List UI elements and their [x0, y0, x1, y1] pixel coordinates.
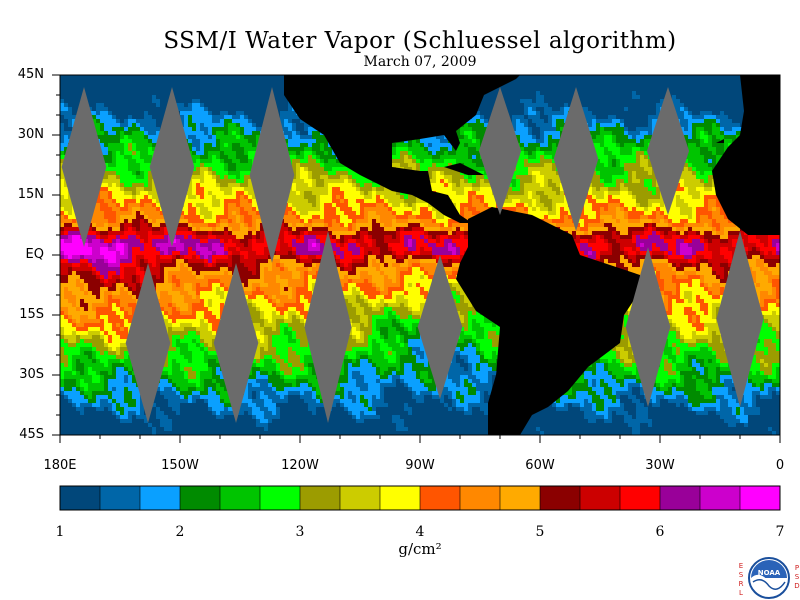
colorbar-swatch [500, 486, 540, 510]
colorbar-tick-label: 7 [775, 524, 785, 540]
orbit-gap [625, 247, 671, 407]
orbit-gap [478, 87, 522, 215]
colorbar-units: g/cm² [398, 540, 442, 558]
colorbar-tick-label: 2 [175, 524, 185, 540]
orbit-gap [304, 231, 352, 423]
south-america [456, 207, 640, 435]
logo-left-text: ESRL [738, 562, 744, 597]
noaa-esrl-psd-logo: ESRL NOAA PSD [738, 556, 800, 600]
orbit-gap [417, 255, 463, 399]
lon-label: 180E [43, 458, 77, 473]
colorbar-tick-label: 3 [295, 524, 305, 540]
map-date: March 07, 2009 [363, 54, 477, 70]
orbit-gap [213, 263, 259, 423]
lat-label: 15N [17, 187, 44, 202]
colorbar-swatch [700, 486, 740, 510]
lat-label: 30S [19, 367, 44, 382]
lat-label: 30N [17, 127, 44, 142]
north-america [284, 75, 520, 223]
map-axes [52, 74, 781, 443]
colorbar-swatch [540, 486, 580, 510]
colorbar-swatch [420, 486, 460, 510]
logo-right-letters: PSD [794, 564, 800, 591]
orbit-gap [125, 263, 171, 423]
lon-label: 0 [775, 458, 785, 473]
map-title: SSM/I Water Vapor (Schluessel algorithm) [163, 28, 677, 54]
lon-label: 90W [405, 458, 435, 473]
cuba [444, 163, 484, 175]
map-field [60, 75, 780, 435]
lat-label: 45S [19, 427, 44, 442]
colorbar-swatch [740, 486, 780, 510]
orbit-gap [716, 231, 764, 407]
colorbar-tick-label: 1 [55, 524, 65, 540]
colorbar [59, 485, 781, 511]
logo-right-text: PSD [794, 564, 800, 590]
colorbar-swatch [620, 486, 660, 510]
colorbar-swatch [340, 486, 380, 510]
lon-label: 30W [645, 458, 675, 473]
colorbar-tick-label: 6 [655, 524, 665, 540]
colorbar-swatch [180, 486, 220, 510]
no-data-gaps [61, 87, 764, 423]
logo-left-letters: ESRL [738, 562, 744, 598]
colorbar-swatch [60, 486, 100, 510]
lat-label: 45N [17, 67, 44, 82]
colorbar-tick-label: 5 [535, 524, 545, 540]
colorbar-swatch [460, 486, 500, 510]
africa-europe [712, 75, 780, 235]
colorbar-swatch [260, 486, 300, 510]
colorbar-swatch [100, 486, 140, 510]
colorbar-swatch [220, 486, 260, 510]
orbit-gap [646, 87, 690, 215]
orbit-gap [553, 87, 599, 231]
lon-label: 120W [281, 458, 319, 473]
lat-label: 15S [19, 307, 44, 322]
colorbar-swatch [300, 486, 340, 510]
colorbar-swatch [380, 486, 420, 510]
colorbar-swatch [140, 486, 180, 510]
lat-label: EQ [25, 247, 44, 262]
land-masses [284, 75, 780, 435]
colorbar-tick-label: 4 [415, 524, 425, 540]
lon-label: 150W [161, 458, 199, 473]
orbit-gap [61, 87, 107, 247]
colorbar-swatch [580, 486, 620, 510]
canary-islands [716, 139, 724, 143]
colorbar-swatch [660, 486, 700, 510]
logo-center-text: NOAA [758, 569, 781, 577]
orbit-gap [149, 87, 195, 247]
noaa-emblem-icon: NOAA [748, 557, 790, 599]
lon-label: 60W [525, 458, 555, 473]
orbit-gap [249, 87, 295, 263]
